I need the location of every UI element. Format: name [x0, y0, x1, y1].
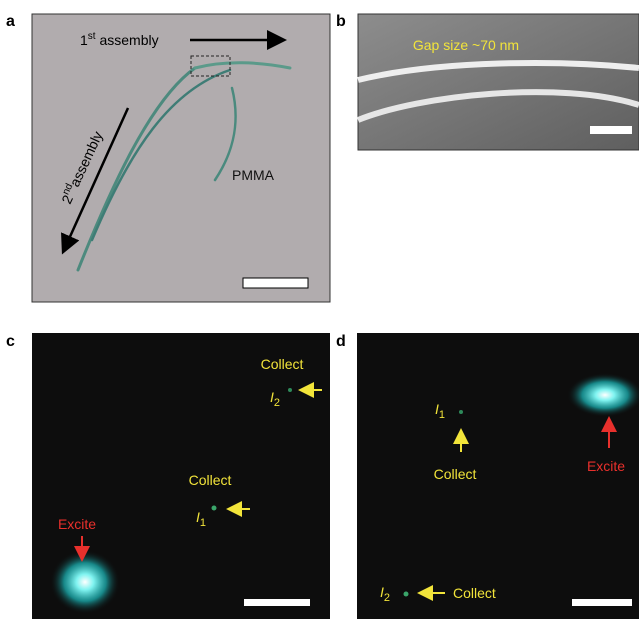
- emission: [50, 550, 120, 614]
- annotation: Excite: [587, 458, 625, 474]
- scale-bar: [572, 599, 632, 606]
- scale-bar: [244, 599, 310, 606]
- annotation: Gap size ~70 nm: [413, 37, 519, 53]
- spot: [459, 410, 463, 414]
- panel-label: d: [336, 333, 346, 350]
- text: 2: [274, 397, 280, 409]
- panel-label: b: [336, 13, 346, 30]
- annotation: Excite: [58, 516, 96, 532]
- panel-label: c: [6, 333, 15, 350]
- annotation: Collect: [189, 472, 232, 488]
- text: assembly: [96, 32, 159, 48]
- text: 1: [200, 517, 206, 529]
- text: 1: [439, 409, 445, 421]
- annotation: PMMA: [232, 167, 275, 183]
- text: 1: [80, 32, 88, 48]
- text: 2: [384, 592, 390, 604]
- panel-label: a: [6, 13, 15, 30]
- scale-bar: [243, 278, 308, 288]
- spot: [212, 506, 217, 511]
- annotation: Collect: [453, 585, 496, 601]
- spot: [404, 592, 409, 597]
- annotation: Collect: [434, 466, 477, 482]
- spot: [288, 388, 292, 392]
- annotation: Collect: [261, 356, 304, 372]
- scale-bar: [590, 126, 632, 134]
- figure: a 1st assembly 2ndassembly PMMA b Gap si…: [0, 0, 639, 619]
